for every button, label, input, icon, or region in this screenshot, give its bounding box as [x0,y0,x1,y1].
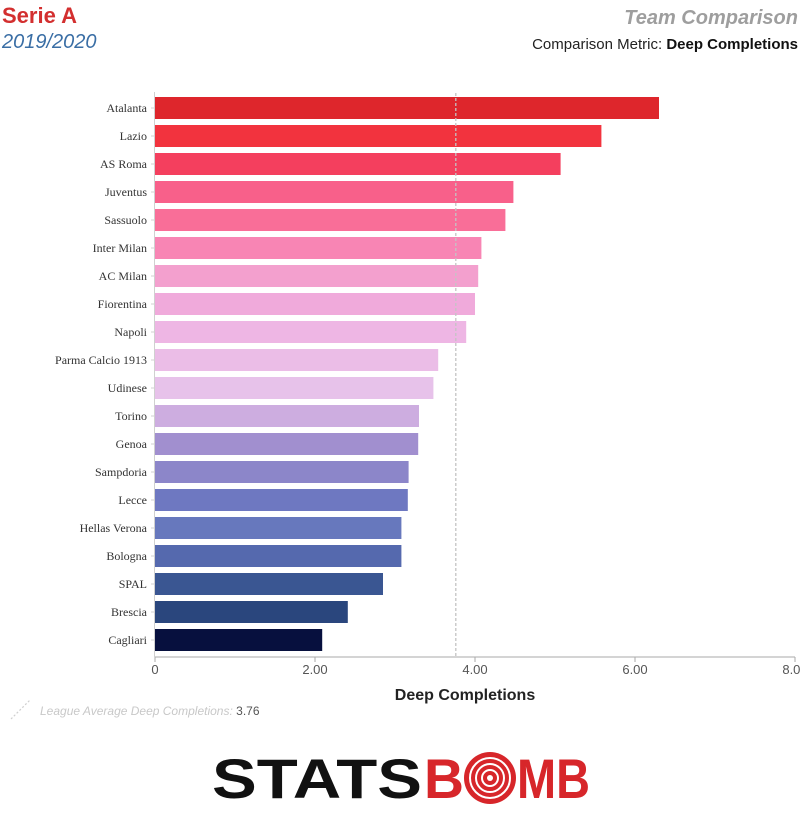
bar-udinese [155,377,434,399]
metric-name: Deep Completions [666,36,798,53]
category-label: Sassuolo [104,213,147,227]
bar-fiorentina [155,293,475,315]
metric-prefix: Comparison Metric: [532,36,663,53]
category-label: Lecce [118,493,147,507]
bar-ac-milan [155,265,479,287]
bar-sassuolo [155,209,506,231]
category-label: Parma Calcio 1913 [55,353,147,367]
bar-atalanta [155,97,659,119]
brand-text-b: B [424,747,464,810]
category-label: Atalanta [106,101,147,115]
bar-as-roma [155,153,561,175]
brand-text-stats: STATS [212,747,422,810]
category-label: Bologna [106,549,147,563]
category-label: Brescia [111,605,148,619]
season-label: 2019/2020 [2,31,97,53]
team-bar-chart: Atalanta Lazio AS Roma Juventus Sassuolo Inte… [55,92,800,704]
category-label: AC Milan [99,269,147,283]
category-label: AS Roma [100,157,148,171]
league-average-label: League Average Deep Completions: [40,704,233,718]
bar-cagliari [155,629,323,651]
category-label: Fiorentina [98,297,148,311]
statsbomb-wordmark: STATS B MB [212,747,590,810]
average-line-legend-icon [10,699,31,720]
bar-hellas-verona [155,517,402,539]
category-label: Hellas Verona [80,521,148,535]
x-tick-label: 6.00 [622,662,647,677]
bar-juventus [155,181,514,203]
target-icon [464,752,516,804]
category-label: Genoa [116,437,148,451]
bar-spal [155,573,383,595]
category-label: Sampdoria [95,465,148,479]
bar-torino [155,405,419,427]
comparison-metric: Comparison Metric: Deep Completions [532,36,798,53]
bar-inter-milan [155,237,482,259]
category-label: Napoli [114,325,147,339]
x-axis-title: Deep Completions [395,687,536,704]
bar-sampdoria [155,461,409,483]
x-tick-label: 0 [151,662,158,677]
category-label: Lazio [120,129,147,143]
x-tick-label: 4.00 [462,662,487,677]
category-label: Juventus [105,185,147,199]
statsbomb-logo: STATS B MB [212,744,592,814]
bar-lecce [155,489,408,511]
x-tick-label: 2.00 [302,662,327,677]
comparison-title: Team Comparison [624,7,798,29]
bar-parma-calcio-1913 [155,349,439,371]
bar-napoli [155,321,467,343]
bar-bologna [155,545,402,567]
league-average-value: 3.76 [236,704,260,718]
category-label: Torino [115,409,147,423]
category-label: SPAL [119,577,147,591]
bar-brescia [155,601,348,623]
category-label: Cagliari [108,633,147,647]
bar-lazio [155,125,602,147]
category-label: Udinese [108,381,147,395]
league-title: Serie A [2,3,78,28]
x-tick-label: 8.00 [782,662,800,677]
brand-text-mb: MB [517,747,590,810]
bar-genoa [155,433,419,455]
category-label: Inter Milan [93,241,147,255]
